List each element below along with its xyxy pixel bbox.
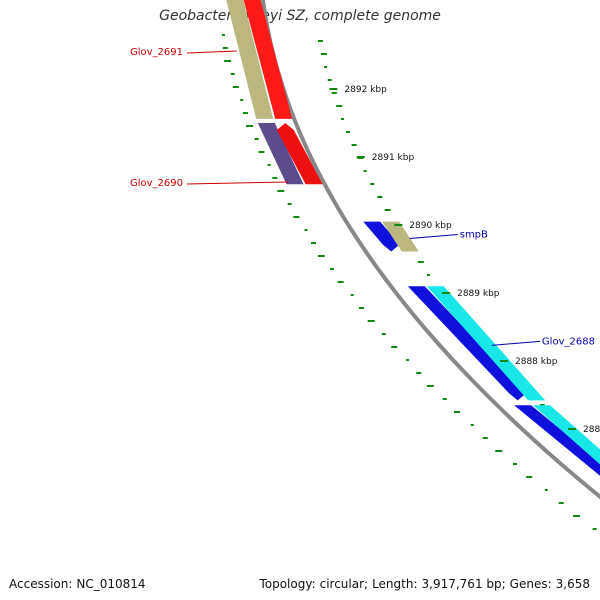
gene-glov-2691-strip-a xyxy=(226,0,274,119)
topology-label: Topology: xyxy=(259,577,316,591)
kbp-tick-label: 2890 kbp xyxy=(409,221,452,231)
labels-layer: Glov_2691Glov_2690smpBGlov_2688Glov_2687… xyxy=(130,47,595,347)
gene-glov-2687-strip-b xyxy=(533,405,600,465)
length-label: Length: xyxy=(372,577,418,591)
kbp-tick-label: 2889 kbp xyxy=(457,289,500,299)
ticks-layer: 2892 kbp 2891 kbp 2890 kbp 2889 kbp 2888 kbp… xyxy=(329,85,600,435)
gene-label: Glov_2691 xyxy=(130,47,183,58)
kbp-tick-label: 2888 kbp xyxy=(515,357,558,367)
length-value: 3,917,761 bp; xyxy=(421,577,506,591)
accession-value: NC_010814 xyxy=(76,577,146,591)
gene-glov-2687-strip-a xyxy=(514,405,600,476)
kbp-tick-label: 2892 kbp xyxy=(344,85,387,95)
gene-glov-2691-strip-b xyxy=(243,0,293,119)
gene-label: Glov_2688 xyxy=(542,336,595,347)
gene-label-leader xyxy=(491,340,540,346)
genes-label: Genes: xyxy=(509,577,552,591)
gene-smpb-strip-a xyxy=(363,221,400,252)
topology-value: circular; xyxy=(319,577,369,591)
gene-glov-2688-strip-b xyxy=(426,286,546,401)
genome-summary: Topology: circular; Length: 3,917,761 bp; Ge… xyxy=(259,577,590,591)
gene-label-leader xyxy=(186,181,288,185)
gene-glov-2690-strip-a xyxy=(257,123,304,185)
genes-value: 3,658 xyxy=(555,577,590,591)
accession-info: Accession: NC_010814 xyxy=(9,577,146,591)
gene-label: Glov_2690 xyxy=(130,178,183,189)
accession-label: Accession: xyxy=(9,577,73,591)
genes-layer xyxy=(226,0,600,476)
gene-label: smpB xyxy=(460,230,488,241)
gene-label-leader xyxy=(186,50,237,54)
gene-label-leader xyxy=(409,234,458,240)
kbp-tick-label: 2891 kbp xyxy=(372,153,415,163)
gene-smpb-strip-b xyxy=(382,221,419,252)
kbp-tick-label: 2887 kbp xyxy=(583,425,600,435)
gene-glov-2688-strip-a xyxy=(407,286,527,401)
gene-glov-2690-strip-b xyxy=(276,123,323,185)
gc-content-track-left xyxy=(221,34,597,530)
